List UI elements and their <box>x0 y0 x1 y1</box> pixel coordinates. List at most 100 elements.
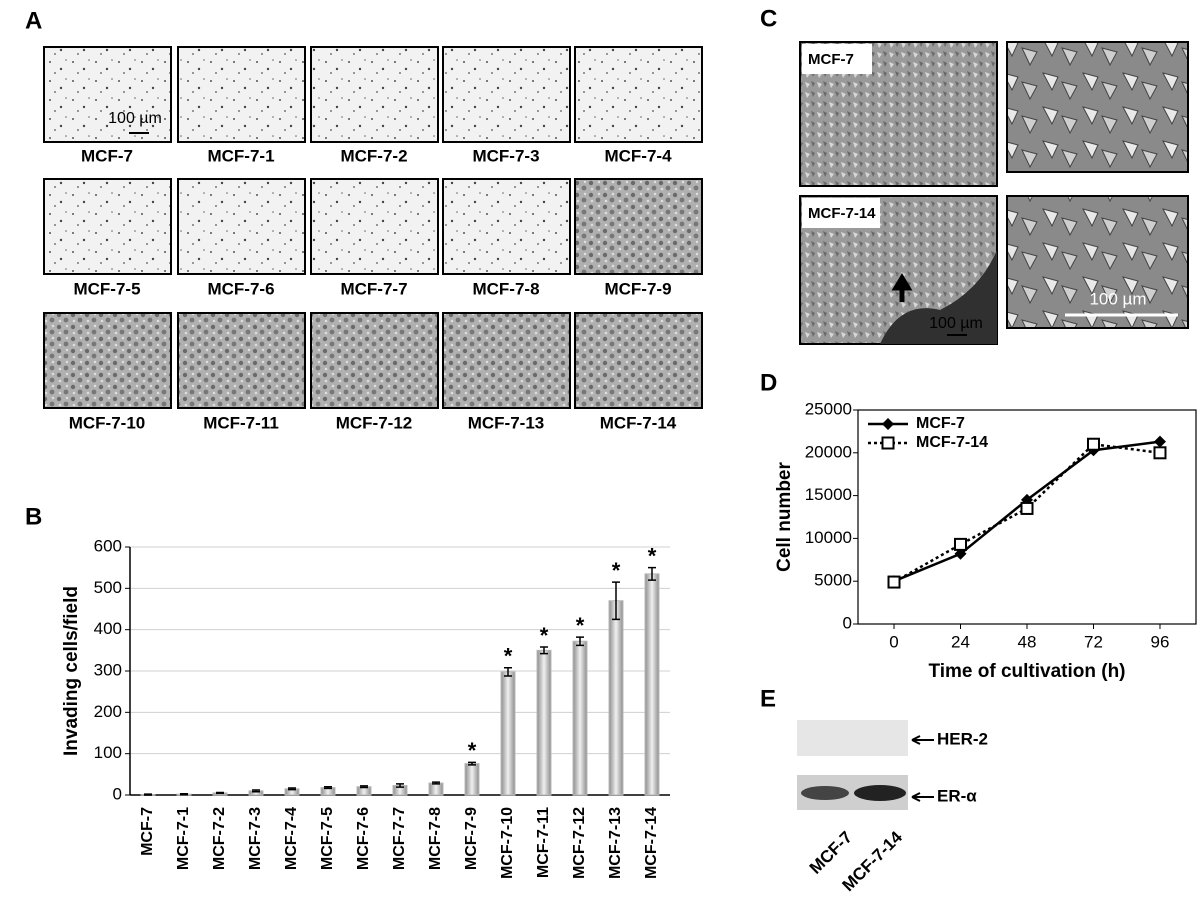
micrograph <box>1007 42 1188 172</box>
image-label: MCF-7-8 <box>472 279 539 298</box>
micrograph <box>44 313 171 408</box>
marker <box>889 577 900 588</box>
scale-label: 100 µm <box>1089 289 1146 308</box>
arrow <box>912 793 934 801</box>
micrograph <box>178 47 305 142</box>
image-label: MCF-7-14 <box>600 413 677 432</box>
image-label: MCF-7-13 <box>468 413 545 432</box>
bar <box>465 764 479 795</box>
y-tick-label: 200 <box>94 702 122 721</box>
image-label: MCF-7-9 <box>604 279 671 298</box>
micrograph <box>178 179 305 274</box>
error-bar <box>180 794 188 795</box>
significance-mark: * <box>576 613 585 638</box>
image-label: MCF-7 <box>81 146 133 165</box>
bar <box>645 574 659 795</box>
marker <box>1022 503 1033 514</box>
significance-mark: * <box>612 558 621 583</box>
micrograph <box>575 313 702 408</box>
y-tick-label: 0 <box>843 613 852 632</box>
image-label: MCF-7-12 <box>336 413 413 432</box>
y-tick-label: 20000 <box>805 442 852 461</box>
micrograph <box>575 179 702 274</box>
y-tick-label: 400 <box>94 619 122 638</box>
legend-label: MCF-7 <box>916 415 965 432</box>
image-label: MCF-7-3 <box>472 146 539 165</box>
bar <box>501 672 515 795</box>
micrograph <box>311 179 438 274</box>
band <box>854 785 906 801</box>
image-label: MCF-7-11 <box>203 413 279 432</box>
image-label: MCF-7-5 <box>73 279 140 298</box>
x-tick-label: MCF-7-9 <box>463 807 480 870</box>
bar <box>537 650 551 795</box>
x-tick-label: MCF-7-7 <box>391 807 408 870</box>
band-label: ER-α <box>937 786 977 805</box>
image-label: MCF-7-10 <box>69 413 146 432</box>
y-axis-label: Cell number <box>774 462 795 572</box>
x-tick-label: MCF-7-5 <box>319 807 336 870</box>
panel-letter: E <box>760 685 776 712</box>
legend-label: MCF-7-14 <box>916 434 988 451</box>
panel-letter: D <box>760 369 777 396</box>
y-tick-label: 25000 <box>805 399 852 418</box>
micrograph <box>44 47 171 142</box>
image-label: MCF-7-2 <box>340 146 407 165</box>
x-tick-label: MCF-7-13 <box>607 807 624 879</box>
image-label: MCF-7-4 <box>604 146 672 165</box>
marker <box>882 418 894 430</box>
y-tick-label: 5000 <box>814 571 852 590</box>
panel-letter: A <box>25 7 42 34</box>
y-tick-label: 500 <box>94 578 122 597</box>
lane-label: MCF-7 <box>806 828 856 878</box>
x-tick-label: 96 <box>1151 632 1170 651</box>
image-label: MCF-7-6 <box>207 279 274 298</box>
y-tick-label: 300 <box>94 660 122 679</box>
bar <box>609 601 623 795</box>
bar <box>573 641 587 795</box>
y-tick-label: 15000 <box>805 485 852 504</box>
x-tick-label: MCF-7-6 <box>355 807 372 870</box>
marker <box>955 539 966 550</box>
x-tick-label: MCF-7-12 <box>571 807 588 879</box>
marker <box>1154 447 1165 458</box>
scale-label: 100 µm <box>108 110 162 127</box>
band-label: HER-2 <box>937 729 988 748</box>
y-tick-label: 600 <box>94 536 122 555</box>
x-tick-label: 24 <box>951 632 970 651</box>
error-bar <box>144 794 152 795</box>
bar <box>429 783 443 795</box>
significance-mark: * <box>504 644 513 669</box>
micrograph <box>443 313 570 408</box>
x-axis-label: Time of cultivation (h) <box>928 661 1125 682</box>
significance-mark: * <box>468 738 477 763</box>
x-tick-label: MCF-7-8 <box>427 807 444 870</box>
significance-mark: * <box>540 623 549 648</box>
micrograph <box>44 179 171 274</box>
micrograph <box>311 313 438 408</box>
image-label: MCF-7 <box>808 51 854 68</box>
panel-letter: B <box>25 503 42 530</box>
panel-letter: C <box>760 5 777 32</box>
image-label: MCF-7-1 <box>207 146 274 165</box>
image-label: MCF-7-14 <box>808 205 876 222</box>
marker <box>1088 439 1099 450</box>
x-tick-label: MCF-7 <box>139 807 156 856</box>
micrograph <box>575 47 702 142</box>
arrow <box>912 736 934 744</box>
image-label: MCF-7-7 <box>340 279 407 298</box>
y-tick-label: 10000 <box>805 528 852 547</box>
x-tick-label: MCF-7-2 <box>211 807 228 870</box>
y-tick-label: 0 <box>113 784 122 803</box>
significance-mark: * <box>648 543 657 568</box>
x-tick-label: 48 <box>1018 632 1037 651</box>
x-tick-label: MCF-7-14 <box>643 807 660 879</box>
plot-frame <box>858 410 1196 624</box>
scale-label: 100 µm <box>929 315 983 332</box>
y-tick-label: 100 <box>94 743 122 762</box>
marker <box>883 438 894 449</box>
y-axis-label: Invading cells/field <box>61 586 82 756</box>
x-tick-label: MCF-7-1 <box>175 807 192 870</box>
